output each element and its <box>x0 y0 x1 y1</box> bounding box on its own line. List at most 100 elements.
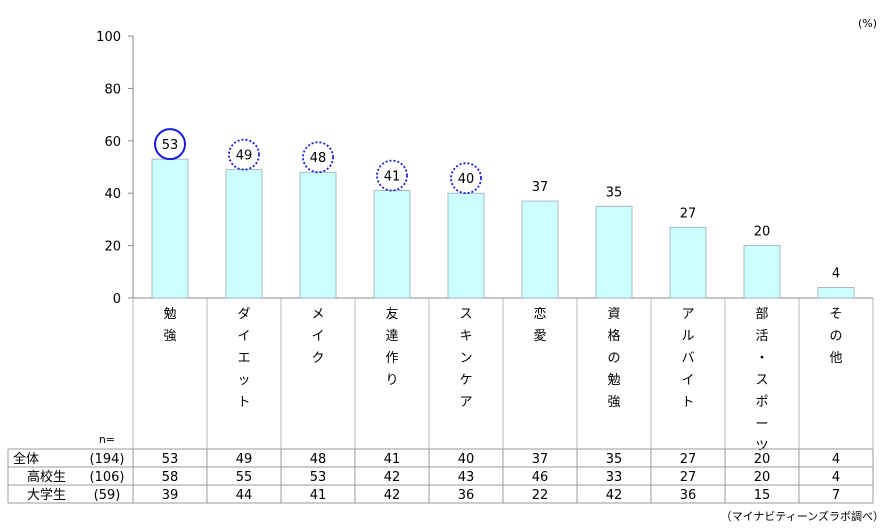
category-label-char: ン <box>459 351 472 366</box>
table-cell: 4 <box>832 470 840 485</box>
category-label-char: バ <box>681 351 694 366</box>
source-note: （マイナビティーンズラボ調べ） <box>721 509 884 523</box>
table-cell: 39 <box>162 488 179 503</box>
table-cell: 37 <box>532 452 549 467</box>
category-label-char: 活 <box>755 329 768 344</box>
table-row-label: 大学生 <box>27 487 66 503</box>
table-cell: 7 <box>832 488 840 503</box>
y-tick-label: 40 <box>104 187 121 202</box>
category-label-char: り <box>385 373 398 388</box>
table-cell: 44 <box>236 488 253 503</box>
value-label: 53 <box>162 138 179 153</box>
table-cell: 4 <box>832 452 840 467</box>
value-label: 40 <box>458 172 475 187</box>
bar-8 <box>669 226 707 299</box>
category-label-char: 他 <box>829 351 842 366</box>
category-label-char: 達 <box>385 329 398 344</box>
category-label-char: 格 <box>607 328 620 344</box>
category-label-char: ア <box>459 395 472 410</box>
highlight-circle-dotted <box>376 159 408 192</box>
category-label-char: ル <box>681 329 694 344</box>
category-label-char: ス <box>459 307 472 322</box>
table-cell: 49 <box>236 452 253 467</box>
category-label-char: イ <box>237 329 250 344</box>
category-label-char: 友 <box>385 306 398 322</box>
unit-label: (%) <box>858 17 877 30</box>
highlight-circle <box>154 128 186 161</box>
category-label-char: ト <box>237 395 250 410</box>
category-label-char: の <box>829 329 842 344</box>
bar-9 <box>743 245 781 299</box>
table-cell: 22 <box>532 488 549 503</box>
category-label-char: ア <box>681 307 694 322</box>
value-label: 49 <box>236 149 253 164</box>
table-cell: 53 <box>310 470 327 485</box>
bar-2 <box>225 169 263 299</box>
category-label-char: イ <box>311 329 324 344</box>
value-label: 37 <box>532 180 549 195</box>
table-row-n: (59) <box>94 488 121 503</box>
bar-1 <box>151 158 189 299</box>
bar-7 <box>595 205 633 299</box>
highlight-circle-dotted <box>228 138 260 171</box>
table-cell: 55 <box>236 470 253 485</box>
category-label-char: ク <box>311 351 324 366</box>
table-cell: 48 <box>310 452 327 467</box>
table-cell: 27 <box>680 470 697 485</box>
n-label: n= <box>99 433 115 446</box>
value-label: 20 <box>754 225 771 240</box>
table-cell: 15 <box>754 488 771 503</box>
category-label-char: の <box>607 351 620 366</box>
category-label-char: ポ <box>755 395 768 410</box>
table-cell: 20 <box>754 452 771 467</box>
table-cell: 58 <box>162 470 179 485</box>
data-table: n= 全体 (194) 53 49 48 41 40 37 35 27 20 4 高校生 (106) 58 55… <box>7 433 874 504</box>
bar-10 <box>817 287 855 299</box>
table-cell: 33 <box>606 470 623 485</box>
y-tick-label: 0 <box>113 292 121 307</box>
y-tick-label: 60 <box>104 135 121 150</box>
bar-4 <box>373 190 411 299</box>
category-label-char: 勉 <box>607 373 620 388</box>
table-row-label: 全体 <box>13 451 39 467</box>
category-label-char: ・ <box>755 351 768 366</box>
category-label-char: 強 <box>163 329 176 344</box>
table-cell: 43 <box>458 470 475 485</box>
highlight-circle-dotted <box>450 162 482 195</box>
value-label: 41 <box>384 170 401 185</box>
table-cell: 35 <box>606 452 623 467</box>
category-label-char: 勉 <box>163 307 176 322</box>
category-label-char: 資 <box>607 307 620 322</box>
category-label-char: 愛 <box>533 329 546 344</box>
value-label: 35 <box>606 185 623 200</box>
bar-6 <box>521 200 559 299</box>
table-row-n: (194) <box>90 452 125 467</box>
value-label: 48 <box>310 151 327 166</box>
table-cell: 41 <box>310 488 327 503</box>
table-cell: 42 <box>384 488 401 503</box>
table-cell: 42 <box>384 470 401 485</box>
category-label-char: ー <box>755 417 768 432</box>
table-cell: 36 <box>680 488 697 503</box>
category-label-char: ス <box>755 373 768 388</box>
y-tick-label: 100 <box>96 30 121 45</box>
value-label: 27 <box>680 206 697 221</box>
category-label-char: ケ <box>459 373 472 388</box>
category-label-char: ダ <box>237 307 250 322</box>
table-row-label: 高校生 <box>27 469 66 485</box>
highlight-circle-dotted <box>302 141 334 174</box>
category-label-char: キ <box>459 329 472 344</box>
y-tick-label: 80 <box>104 82 121 97</box>
table-cell: 40 <box>458 452 475 467</box>
chart-bars: 53 49 48 41 40 37 35 27 20 4 <box>151 128 855 299</box>
category-label-char: ッ <box>237 373 250 388</box>
bar-5 <box>447 192 485 299</box>
table-cell: 41 <box>384 452 401 467</box>
value-label: 4 <box>832 267 840 282</box>
category-label-char: エ <box>237 351 250 366</box>
category-label-char: 作 <box>385 351 398 366</box>
table-cell: 53 <box>162 452 179 467</box>
category-label-char: 恋 <box>533 306 546 322</box>
table-cell: 42 <box>606 488 623 503</box>
